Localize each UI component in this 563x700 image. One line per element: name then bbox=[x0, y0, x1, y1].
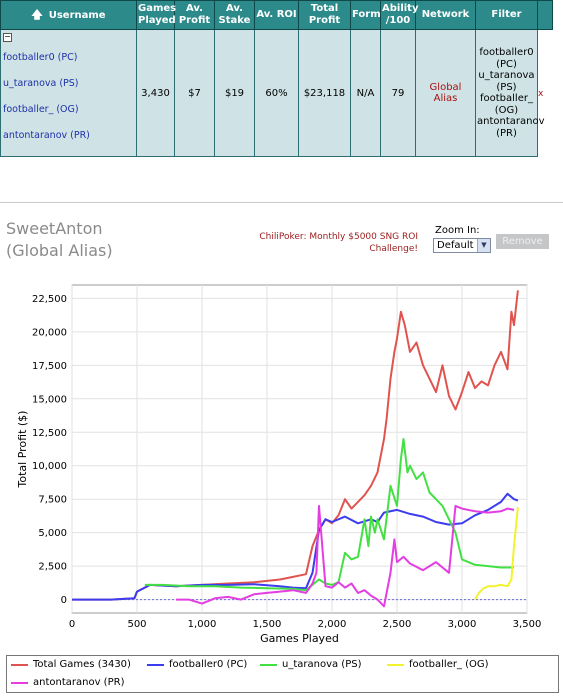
x-tick-label: 3,500 bbox=[513, 619, 542, 630]
plot-area bbox=[71, 284, 528, 614]
y-tick-labels: 0 2,500 5,000 7,500 10,000 12,500 15,000 17,500… bbox=[32, 294, 67, 606]
y-tick-label: 12,500 bbox=[32, 428, 67, 439]
series-line bbox=[176, 504, 515, 608]
legend-label: u_taranova (PS) bbox=[282, 659, 362, 670]
username-link[interactable]: footballer0 (PC) bbox=[3, 52, 78, 63]
filter-line: footballer0 bbox=[479, 47, 534, 58]
username-link[interactable]: footballer_ (OG) bbox=[3, 104, 79, 115]
filter-line: (OG) bbox=[494, 104, 519, 116]
remove-filter-link[interactable]: x bbox=[538, 88, 544, 99]
filter-line: antontaranov bbox=[477, 116, 545, 127]
legend-swatch bbox=[260, 663, 277, 666]
legend-label: antontaranov (PR) bbox=[33, 677, 125, 688]
header-network[interactable]: Network bbox=[415, 0, 476, 30]
filter-line: (PS) bbox=[496, 81, 517, 93]
series-line bbox=[474, 507, 519, 601]
collapse-toggle-icon[interactable]: − bbox=[3, 32, 12, 42]
ability-value: 79 bbox=[380, 29, 416, 157]
x-tick-label: 1,000 bbox=[188, 619, 217, 630]
remove-filter-cell: x bbox=[537, 29, 553, 157]
legend-item: u_taranova (PS) bbox=[260, 659, 362, 670]
player-alias: (Global Alias) bbox=[6, 241, 113, 260]
legend-item: antontaranov (PR) bbox=[11, 677, 124, 688]
form-value: N/A bbox=[350, 29, 381, 157]
legend-swatch bbox=[11, 681, 28, 684]
username-link[interactable]: antontaranov (PR) bbox=[3, 130, 90, 141]
x-tick-label: 3,000 bbox=[448, 619, 477, 630]
y-tick-label: 15,000 bbox=[32, 394, 67, 405]
network-cell: Global Alias bbox=[415, 29, 476, 157]
filter-line: footballer_ bbox=[480, 93, 533, 104]
filter-line: (PC) bbox=[496, 58, 517, 70]
sort-arrow-icon[interactable]: 🡅 bbox=[31, 7, 43, 21]
x-tick-label: 500 bbox=[127, 619, 146, 630]
remove-button[interactable]: Remove bbox=[496, 234, 549, 249]
header-total-profit[interactable]: Total Profit bbox=[298, 0, 351, 30]
zoom-select[interactable]: Default ▼ bbox=[433, 238, 491, 253]
table-header-row: 🡅 Username Games Played Av. Profit Av. St… bbox=[0, 0, 553, 30]
y-tick-label: 17,500 bbox=[32, 361, 67, 372]
usernames-cell: − footballer0 (PC) u_taranova (PS) footb… bbox=[0, 29, 137, 157]
x-axis-label: Games Played bbox=[260, 632, 339, 645]
header-ability[interactable]: Ability /100 bbox=[380, 0, 418, 30]
profit-chart: 0 500 1,000 1,500 2,000 2,500 3,000 3,500 0 2,50… bbox=[16, 284, 542, 645]
legend-swatch bbox=[147, 663, 164, 666]
header-filter: Filter bbox=[475, 0, 538, 30]
network-link[interactable]: Global Alias bbox=[429, 82, 462, 104]
x-tick-label: 0 bbox=[69, 619, 75, 630]
y-tick-label: 10,000 bbox=[32, 461, 67, 472]
y-tick-label: 5,000 bbox=[38, 528, 67, 539]
promo-line[interactable]: ChiliPoker: Monthly $5000 SNG ROI bbox=[259, 232, 418, 242]
header-form[interactable]: Form bbox=[350, 0, 381, 30]
y-tick-label: 20,000 bbox=[32, 327, 67, 338]
table-row: − footballer0 (PC) u_taranova (PS) footb… bbox=[0, 29, 553, 157]
x-tick-labels: 0 500 1,000 1,500 2,000 2,500 3,000 3,500 bbox=[69, 619, 542, 630]
header-av-stake[interactable]: Av. Stake bbox=[214, 0, 255, 30]
header-blank bbox=[537, 0, 553, 30]
legend-label: footballer0 (PC) bbox=[169, 659, 248, 670]
legend-item: footballer_ (OG) bbox=[387, 659, 489, 670]
y-tick-label: 7,500 bbox=[38, 495, 67, 506]
legend-item: Total Games (3430) bbox=[11, 659, 131, 670]
series-line bbox=[144, 438, 514, 592]
header-games-played[interactable]: Games Played bbox=[136, 0, 176, 30]
filter-line: (PR) bbox=[496, 127, 517, 139]
y-tick-label: 22,500 bbox=[32, 294, 67, 305]
zoom-select-value: Default bbox=[437, 240, 474, 251]
header-username-label[interactable]: Username bbox=[48, 9, 106, 21]
series-lines bbox=[72, 290, 519, 608]
y-axis-label: Total Profit ($) bbox=[16, 411, 29, 489]
promo-link[interactable]: ChiliPoker: Monthly $5000 SNG ROI Challe… bbox=[246, 231, 418, 255]
x-tick-label: 2,000 bbox=[318, 619, 347, 630]
legend-swatch bbox=[387, 663, 404, 666]
y-tick-label: 2,500 bbox=[38, 562, 67, 573]
header-av-roi[interactable]: Av. ROI bbox=[254, 0, 299, 30]
zoom-label: Zoom In: bbox=[435, 225, 480, 236]
stats-table: 🡅 Username Games Played Av. Profit Av. St… bbox=[0, 0, 553, 157]
chart-legend: Total Games (3430) footballer0 (PC) u_tara… bbox=[6, 655, 559, 693]
av-stake-value: $19 bbox=[214, 29, 255, 157]
legend-label: Total Games (3430) bbox=[33, 659, 131, 670]
username-link[interactable]: u_taranova (PS) bbox=[3, 78, 79, 89]
total-profit-value: $23,118 bbox=[298, 29, 351, 157]
x-tick-label: 1,500 bbox=[253, 619, 282, 630]
legend-label: footballer_ (OG) bbox=[409, 659, 489, 670]
av-roi-value: 60% bbox=[254, 29, 299, 157]
header-av-profit[interactable]: Av. Profit bbox=[174, 0, 215, 30]
legend-item: footballer0 (PC) bbox=[147, 659, 247, 670]
legend-swatch bbox=[11, 663, 28, 666]
promo-line[interactable]: Challenge! bbox=[369, 244, 418, 254]
section-divider bbox=[0, 202, 563, 203]
filter-cell: footballer0 (PC) u_taranova (PS) footbal… bbox=[475, 29, 545, 157]
player-name: SweetAnton bbox=[6, 219, 103, 238]
x-tick-label: 2,500 bbox=[383, 619, 412, 630]
series-line bbox=[72, 290, 519, 601]
chevron-down-icon[interactable]: ▼ bbox=[477, 239, 490, 252]
filter-line: u_taranova bbox=[478, 70, 535, 81]
games-played-value: 3,430 bbox=[136, 29, 175, 157]
header-username[interactable]: 🡅 Username bbox=[0, 0, 137, 30]
av-profit-value: $7 bbox=[174, 29, 215, 157]
y-tick-label: 0 bbox=[61, 595, 67, 606]
